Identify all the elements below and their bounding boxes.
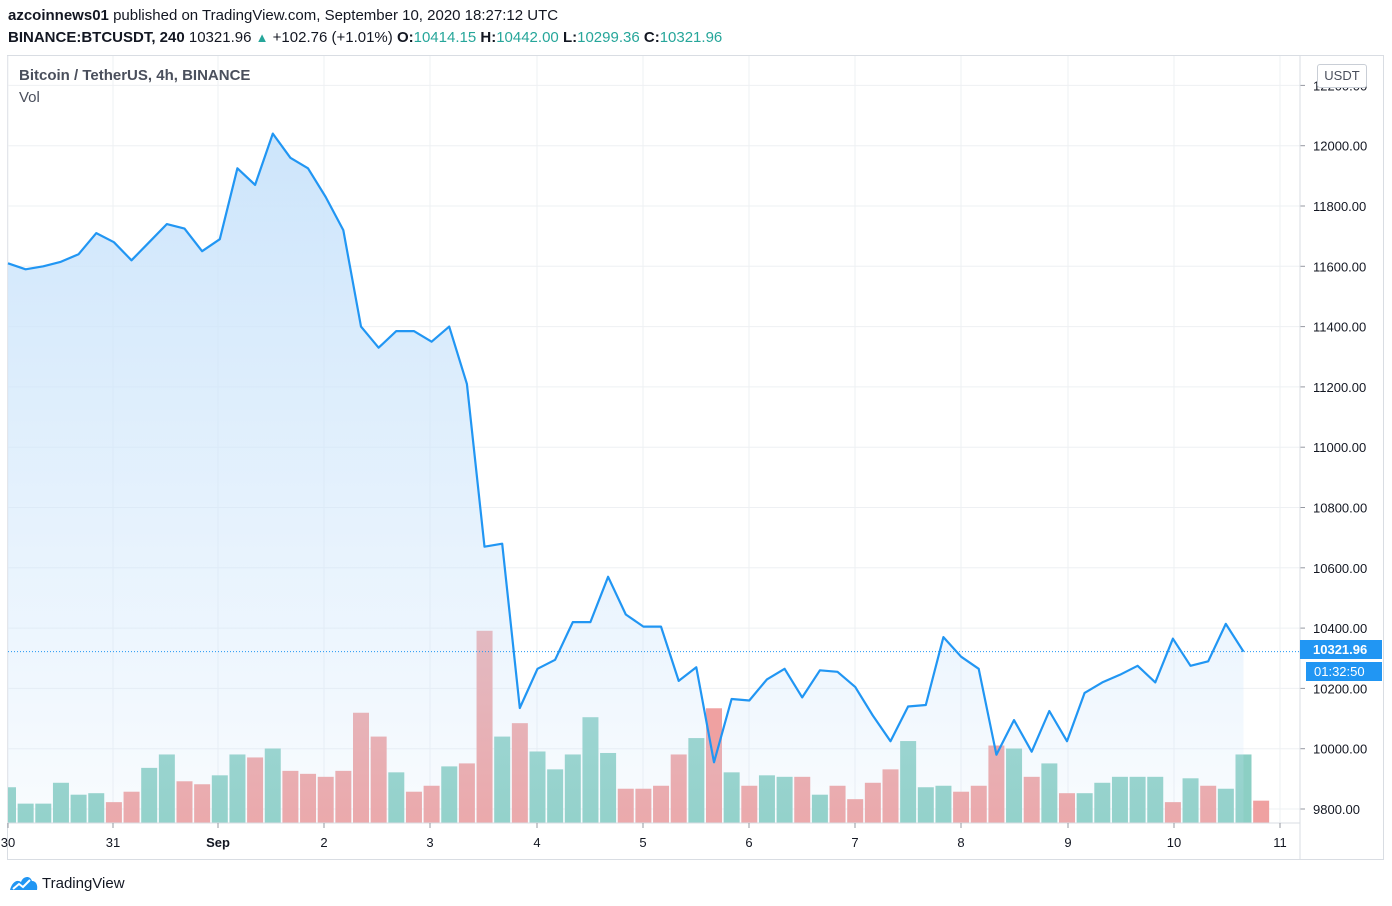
price-change: +102.76 (+1.01%)	[272, 29, 393, 46]
close-value: 10321.96	[659, 29, 723, 46]
y-tick-label: 10200.00	[1313, 681, 1367, 696]
y-tick-label: 10000.00	[1313, 742, 1367, 757]
volume-bar	[1253, 800, 1270, 823]
time-axis[interactable]: 30 31 Sep 2 3 4 5 6 7 8 9 10 11	[1, 822, 1300, 850]
y-tick-label: 10600.00	[1313, 561, 1367, 576]
x-tick-label: 10	[1167, 835, 1181, 850]
last-price-label: 10321.96	[1300, 640, 1382, 659]
low-label: L:	[562, 29, 578, 46]
price-axis[interactable]: 9800.00 10000.00 10200.00 10400.00 10600.00 1…	[1299, 56, 1367, 860]
legend-volume[interactable]: Vol	[19, 89, 40, 106]
brand-name: TradingView	[42, 874, 125, 892]
close-label: C:	[643, 29, 660, 46]
open-value: 10414.15	[413, 29, 477, 46]
price-area-fill	[8, 133, 1244, 824]
y-tick-label: 11200.00	[1313, 380, 1366, 395]
x-tick-label: 11	[1273, 835, 1287, 850]
x-tick-label: 6	[745, 835, 752, 850]
y-tick-label: 12000.00	[1313, 139, 1367, 154]
low-value: 10299.36	[577, 29, 640, 46]
x-tick-label: 30	[1, 835, 15, 850]
publish-info: azcoinnews01 published on TradingView.co…	[8, 7, 558, 24]
ohlc-line: BINANCE:BTCUSDT, 240 10321.96 ▲ +102.76 …	[8, 29, 722, 46]
x-tick-label: 9	[1064, 835, 1071, 850]
up-arrow-icon: ▲	[255, 30, 269, 45]
y-tick-label: 11800.00	[1313, 199, 1366, 214]
x-tick-label: 2	[320, 835, 327, 850]
high-value: 10442.00	[496, 29, 559, 46]
price-area	[7, 132, 1300, 824]
x-tick-label: 8	[957, 835, 964, 850]
symbol: BINANCE:BTCUSDT, 240	[8, 29, 185, 46]
bar-countdown-label: 01:32:50	[1306, 662, 1382, 681]
x-tick-label: 3	[426, 835, 433, 850]
tradingview-logo[interactable]: TradingView	[8, 873, 125, 893]
x-tick-label: 4	[533, 835, 540, 850]
y-tick-label: 9800.00	[1313, 802, 1360, 817]
y-tick-label: 11400.00	[1313, 320, 1366, 335]
y-tick-label: 10800.00	[1313, 501, 1367, 516]
y-tick-label: 11600.00	[1313, 259, 1366, 274]
y-tick-label: 11000.00	[1313, 440, 1366, 455]
price-line	[7, 132, 1245, 764]
author-name[interactable]: azcoinnews01	[8, 7, 109, 24]
x-tick-label: Sep	[206, 835, 230, 850]
open-label: O:	[396, 29, 414, 46]
x-tick-label: 31	[106, 835, 120, 850]
high-label: H:	[480, 29, 497, 46]
last-price: 10321.96	[188, 29, 252, 46]
tradingview-icon	[10, 876, 38, 890]
y-tick-label: 10400.00	[1313, 621, 1367, 636]
publish-date: published on TradingView.com, September …	[113, 7, 559, 24]
x-tick-label: 7	[851, 835, 858, 850]
legend-title[interactable]: Bitcoin / TetherUS, 4h, BINANCE	[19, 67, 251, 84]
x-tick-label: 5	[639, 835, 646, 850]
currency-badge[interactable]: USDT	[1317, 64, 1367, 88]
